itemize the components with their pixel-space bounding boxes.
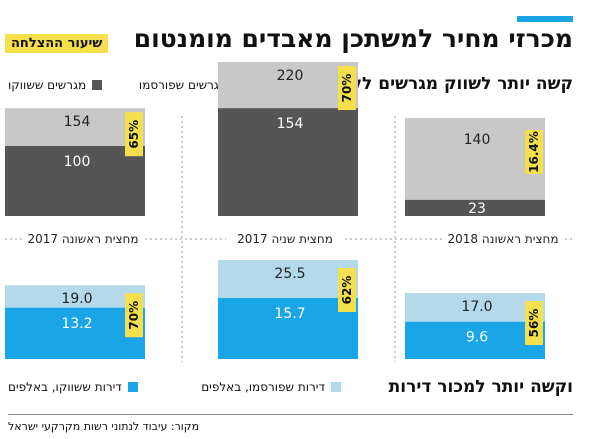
legend-label: דירות ששווקו, באלפים	[8, 380, 122, 394]
page-title: מכרזי מחיר למשתכן מאבדים מומנטום	[133, 24, 573, 53]
success-rate-box	[338, 66, 356, 110]
category-label: מחצית ראשונה 2017	[27, 232, 138, 246]
value-label-marketed: 154	[277, 116, 304, 132]
success-rate-box	[525, 301, 543, 345]
legend-label: מגרשים שפורסמו	[138, 78, 227, 92]
legend-swatch	[331, 382, 341, 392]
value-label-published: 19.0	[61, 291, 92, 307]
accent-bar	[517, 16, 573, 22]
success-rate-label: 70%	[340, 74, 354, 103]
category-label-bg	[24, 231, 142, 247]
bar-marketed	[218, 298, 358, 359]
value-label-published: 154	[64, 114, 91, 130]
value-label-marketed: 23	[468, 201, 486, 217]
legend-label: מגרשים ששווקו	[8, 78, 87, 92]
value-label-marketed: 100	[64, 154, 91, 170]
success-rate-label: 62%	[340, 276, 354, 305]
land-chart-title: קשה יותר לשווק מגרשים לקבלנים	[304, 74, 573, 94]
source-divider	[8, 414, 573, 415]
land-legend-marketed: מגרשים ששווקו	[8, 78, 103, 92]
category-label: מחצית שניה 2017	[237, 232, 333, 246]
value-label-marketed: 9.6	[466, 330, 488, 346]
bar-published	[405, 118, 545, 216]
legend-swatch	[127, 382, 138, 392]
success-rate-box	[338, 268, 356, 312]
apt-legend-published: דירות שפורסמו, באלפים	[201, 380, 341, 394]
success-rate-box	[125, 293, 143, 338]
bar-marketed	[405, 199, 545, 216]
success-rate-box	[125, 112, 143, 157]
apt-legend-marketed: דירות ששווקו, באלפים	[8, 380, 138, 394]
bar-marketed	[5, 307, 145, 359]
category-label-bg	[444, 231, 562, 247]
legend-swatch	[92, 80, 103, 90]
bar-marketed	[218, 108, 358, 216]
success-rate-badge: שיעור ההצלחה	[5, 34, 109, 53]
success-rate-label: 65%	[127, 120, 141, 149]
value-label-published: 140	[464, 132, 491, 148]
success-rate-box	[525, 130, 543, 174]
legend-label: דירות שפורסמו, באלפים	[201, 380, 325, 394]
success-rate-label: 56%	[527, 309, 541, 338]
bar-marketed	[405, 321, 545, 359]
value-label-marketed: 15.7	[274, 306, 305, 322]
apt-chart-title: וקשה יותר למכור דירות	[388, 377, 573, 397]
success-rate-label: 70%	[127, 301, 141, 330]
category-label: מחצית ראשונה 2018	[447, 232, 558, 246]
success-rate-label: 16.4%	[527, 131, 541, 173]
value-label-marketed: 13.2	[61, 316, 92, 332]
category-label-bg	[226, 231, 344, 247]
value-label-published: 220	[277, 68, 304, 84]
source-note: מקור: עיבוד לנתוני רשות מקרקעי ישראל	[8, 420, 200, 433]
value-label-published: 17.0	[461, 299, 492, 315]
value-label-published: 25.5	[274, 266, 305, 282]
bar-marketed	[5, 146, 145, 216]
